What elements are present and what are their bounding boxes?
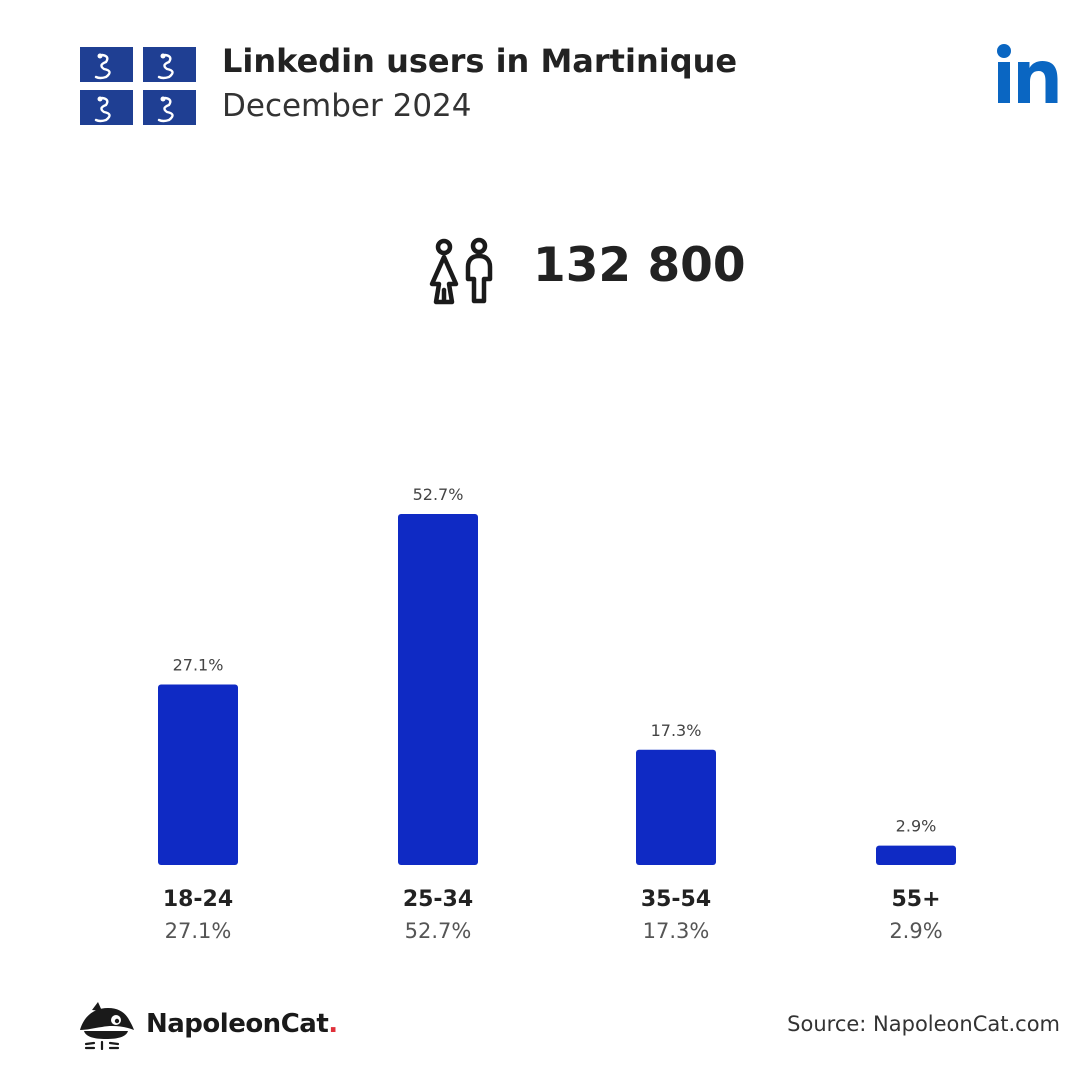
source-label: Source: NapoleonCat.com [787, 1012, 1060, 1036]
bar-55+ [876, 845, 956, 865]
category-percentage-label: 2.9% [889, 919, 942, 943]
martinique-flag-icon [80, 47, 196, 125]
category-label: 18-24 [163, 887, 233, 912]
bar-25-34 [398, 514, 478, 865]
bar-35-54 [636, 749, 716, 865]
bar-value-label: 17.3% [651, 721, 702, 740]
brand-dot: . [328, 1009, 338, 1039]
category-label: 25-34 [403, 887, 473, 912]
brand-name: NapoleonCat. [146, 1009, 338, 1039]
category-percentage-label: 17.3% [643, 919, 710, 943]
users-icon [429, 237, 493, 305]
category-percentage-label: 52.7% [405, 919, 472, 943]
linkedin-logo-icon [997, 44, 1058, 103]
bar-value-label: 27.1% [173, 656, 224, 675]
category-label: 55+ [891, 887, 940, 912]
bar-18-24 [158, 684, 238, 865]
napoleoncat-logo-icon [80, 1002, 134, 1050]
total-users-value: 132 800 [533, 238, 746, 293]
brand-name-text: NapoleonCat [146, 1009, 329, 1039]
chart-subtitle: December 2024 [222, 88, 472, 124]
category-label: 35-54 [641, 887, 711, 912]
chart-title: Linkedin users in Martinique [222, 42, 738, 80]
category-percentage-label: 27.1% [165, 919, 232, 943]
bar-value-label: 2.9% [896, 817, 937, 836]
bar-value-label: 52.7% [413, 485, 464, 504]
